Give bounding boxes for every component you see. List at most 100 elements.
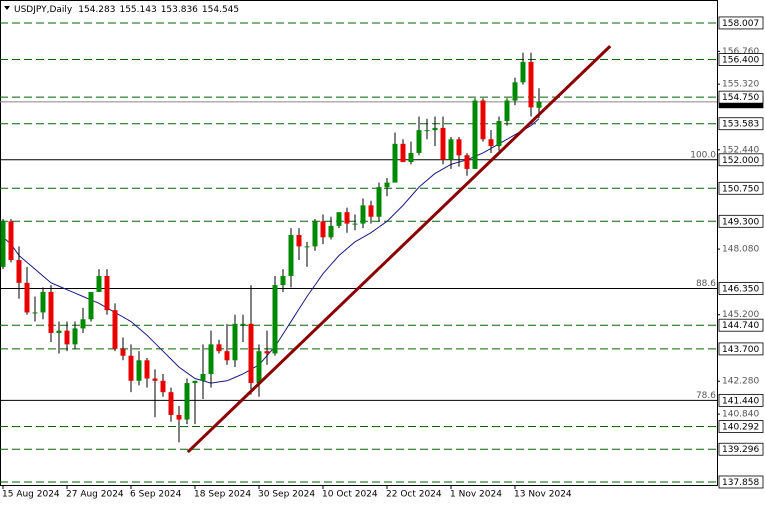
candle-body — [392, 143, 398, 183]
candle-body — [184, 383, 190, 420]
candle-body — [536, 101, 542, 108]
candle-body — [344, 212, 350, 224]
candle-body — [104, 275, 110, 311]
candle-body — [472, 100, 478, 169]
candle-body — [280, 275, 286, 286]
candle-body — [360, 205, 366, 224]
y-tick-label: 155.320 — [722, 80, 759, 90]
candle-body — [192, 380, 198, 384]
candle-body — [128, 355, 134, 381]
candle-body — [264, 351, 270, 354]
candle-body — [80, 319, 86, 329]
level-label: 154.750 — [722, 93, 759, 103]
candle-body — [312, 221, 318, 247]
level-label-box — [718, 181, 764, 195]
close-value: 154.545 — [202, 5, 239, 15]
level-label: 150.750 — [722, 184, 759, 194]
fib-label: 88.6 — [696, 279, 716, 289]
fib-price-label: 141.440 — [722, 396, 759, 406]
level-label-box — [718, 16, 764, 30]
x-tick-label: 10 Oct 2024 — [322, 490, 378, 500]
candle-body — [208, 344, 214, 374]
candle-body — [304, 246, 310, 248]
x-tick-label: 30 Sep 2024 — [258, 490, 315, 500]
candle-body — [168, 392, 174, 415]
candle-body — [272, 285, 278, 354]
candle-body — [320, 221, 326, 238]
level-label-box — [718, 318, 764, 332]
candle-body — [520, 61, 526, 83]
candle-body — [176, 414, 182, 420]
candle-body — [232, 323, 238, 361]
candle-body — [32, 312, 38, 314]
candle-body — [24, 282, 30, 313]
x-tick-label: 15 Aug 2024 — [2, 490, 60, 500]
level-label: 139.296 — [722, 445, 759, 455]
candle-body — [296, 234, 302, 247]
candle-body — [40, 291, 46, 313]
low-value: 153.836 — [161, 5, 198, 15]
candle-body — [64, 330, 70, 345]
candle-body — [224, 351, 230, 361]
candle-body — [376, 187, 382, 217]
candle-body — [408, 152, 414, 163]
level-label-box — [718, 214, 764, 228]
level-label-box — [718, 90, 764, 104]
candle-body — [512, 82, 518, 101]
level-label-box — [718, 117, 764, 131]
candle-body — [424, 130, 430, 132]
candle-body — [0, 221, 6, 267]
symbol: USDJPY,Daily — [14, 5, 73, 15]
x-tick-label: 18 Sep 2024 — [194, 490, 251, 500]
y-tick-label: 156.760 — [722, 47, 759, 57]
level-label: 149.300 — [722, 217, 759, 227]
plot-area — [0, 22, 717, 483]
trendline — [186, 45, 612, 454]
candle-body — [504, 100, 510, 122]
y-tick-label: 140.840 — [722, 410, 759, 420]
level-label: 144.740 — [722, 321, 759, 331]
candle-body — [464, 155, 470, 169]
candle-body — [96, 275, 102, 292]
candle-body — [48, 291, 54, 333]
candle-body — [440, 127, 446, 160]
candle-body — [384, 182, 390, 188]
open-value: 154.283 — [78, 5, 115, 15]
candle-body — [456, 139, 462, 156]
level-label-box — [718, 342, 764, 356]
x-tick-label: 1 Nov 2024 — [450, 490, 502, 500]
candle-body — [72, 328, 78, 345]
candle-body — [112, 310, 118, 349]
fib-price-label-box — [718, 393, 764, 407]
x-tick-label: 6 Sep 2024 — [130, 490, 182, 500]
x-tick-label: 27 Aug 2024 — [66, 490, 124, 500]
candle-body — [152, 378, 158, 381]
candle-body — [336, 212, 342, 226]
candle-body — [352, 223, 358, 225]
menu-arrow — [4, 6, 10, 10]
level-label: 153.583 — [722, 120, 759, 130]
candle-body — [200, 373, 206, 381]
candle-body — [240, 323, 246, 325]
candle-body — [432, 127, 438, 131]
candle-body — [160, 380, 166, 393]
level-label: 156.400 — [722, 56, 759, 66]
candle-body — [248, 323, 254, 384]
level-label: 137.858 — [722, 478, 759, 488]
candle-body — [88, 291, 94, 320]
level-label: 158.007 — [722, 19, 759, 29]
fib-price-label-box — [718, 282, 764, 295]
y-tick-label: 142.280 — [722, 377, 759, 387]
candle-body — [16, 260, 22, 283]
candle-body — [496, 121, 502, 147]
candle-body — [288, 234, 294, 276]
candle-body — [328, 225, 334, 238]
candle-body — [488, 139, 494, 147]
chart-title: USDJPY,Daily 154.283 155.143 153.836 154.545 — [14, 5, 239, 15]
x-tick-label: 22 Oct 2024 — [386, 490, 442, 500]
fib-price-label: 152.000 — [722, 156, 759, 166]
candle-body — [144, 360, 150, 379]
plot-frame — [0, 0, 718, 486]
y-tick-label: 152.440 — [722, 145, 759, 155]
